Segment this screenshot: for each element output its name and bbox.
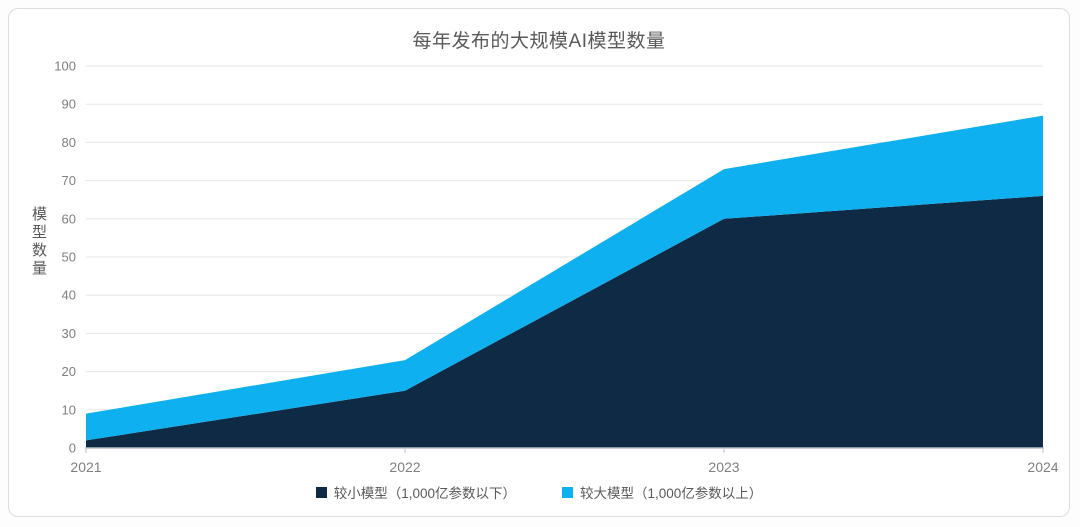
chart-legend: 较小模型（1,000亿参数以下） 较大模型（1,000亿参数以上） [9, 482, 1069, 502]
y-tick-label: 30 [62, 326, 76, 341]
x-tick-label: 2023 [708, 459, 739, 475]
legend-label: 较大模型（1,000亿参数以上） [580, 486, 763, 501]
y-tick-label: 0 [69, 441, 76, 456]
x-tick-label: 2024 [1027, 459, 1058, 475]
x-tick-label: 2021 [70, 459, 101, 475]
y-tick-label: 60 [62, 211, 76, 226]
y-tick-labels: 0 10 20 30 40 50 60 70 80 90 100 [54, 59, 76, 456]
y-tick-label: 70 [62, 173, 76, 188]
legend-label: 较小模型（1,000亿参数以下） [333, 486, 516, 501]
y-tick-label: 50 [62, 250, 76, 265]
smaller-models-area [86, 195, 1043, 448]
legend-item-larger-models: 较大模型（1,000亿参数以上） [562, 482, 762, 502]
legend-swatch-smaller-models [315, 486, 327, 498]
y-tick-label: 80 [62, 135, 76, 150]
y-axis-title: 模型数量 [30, 206, 47, 278]
y-tick-label: 40 [62, 288, 76, 303]
y-tick-label: 20 [62, 364, 76, 379]
x-tick-label: 2022 [389, 459, 420, 475]
y-tick-label: 10 [62, 402, 76, 417]
legend-swatch-larger-models [562, 486, 573, 498]
x-tick-labels: 2021 2022 2023 2024 [70, 449, 1059, 475]
chart-title: 每年发布的大规模AI模型数量 [412, 31, 666, 52]
larger-models-area [86, 115, 1043, 441]
y-tick-label: 90 [62, 97, 76, 112]
stacked-area-chart: 0 10 20 30 40 50 60 70 80 90 100 2021 2022 2023 2024 [54, 59, 1059, 476]
legend-item-smaller-models: 较小模型（1,000亿参数以下） [315, 482, 516, 502]
chart-card: 每年发布的大规模AI模型数量 模型数量 0 10 20 30 40 50 60 70 80 90 1… [8, 8, 1070, 517]
y-tick-label: 100 [54, 59, 76, 74]
